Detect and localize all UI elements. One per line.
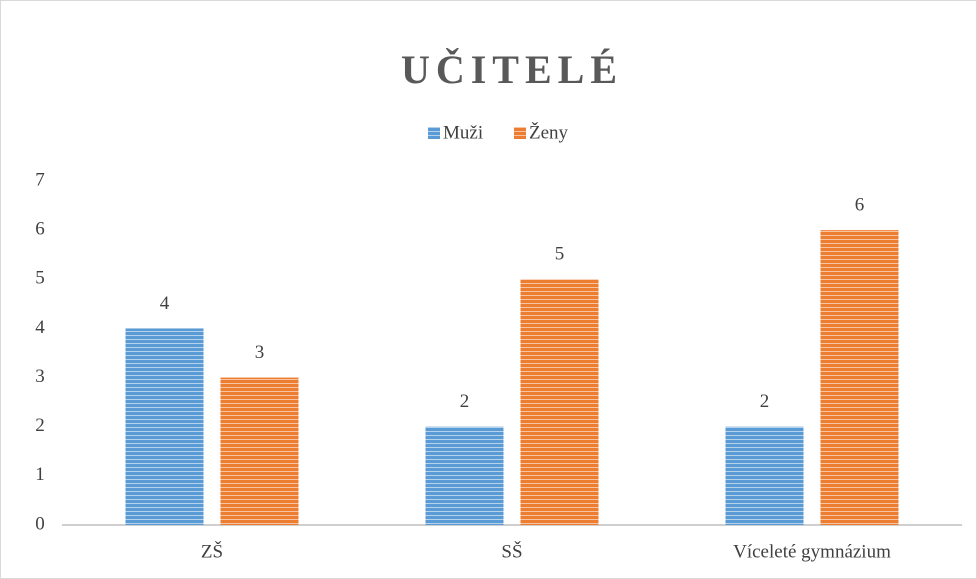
- legend-swatch: [428, 127, 440, 139]
- y-tick-label: 0: [35, 513, 45, 534]
- bar: [520, 279, 599, 525]
- y-tick-label: 6: [35, 219, 45, 240]
- legend-label: Ženy: [529, 121, 569, 143]
- bar: [425, 426, 504, 525]
- y-tick-label: 1: [35, 464, 45, 485]
- x-tick-label: SŠ: [501, 540, 522, 562]
- bar: [220, 377, 299, 525]
- y-tick-label: 2: [35, 415, 45, 436]
- y-tick-label: 4: [35, 317, 45, 338]
- data-label: 3: [255, 342, 265, 363]
- y-tick-label: 3: [35, 366, 45, 387]
- y-tick-label: 5: [35, 268, 45, 289]
- data-label: 4: [160, 293, 170, 314]
- bar: [725, 426, 804, 525]
- data-label: 6: [855, 195, 865, 216]
- data-label: 2: [460, 391, 470, 412]
- data-label: 2: [760, 391, 770, 412]
- x-tick-label: ZŠ: [201, 540, 223, 562]
- y-tick-label: 7: [35, 169, 45, 190]
- chart-title: UČITELÉ: [401, 47, 623, 92]
- x-tick-label: Víceleté gymnázium: [733, 541, 891, 562]
- legend-swatch: [514, 127, 526, 139]
- bar: [820, 230, 899, 525]
- bar: [125, 328, 204, 525]
- legend-label: Muži: [443, 122, 483, 143]
- data-label: 5: [555, 244, 565, 265]
